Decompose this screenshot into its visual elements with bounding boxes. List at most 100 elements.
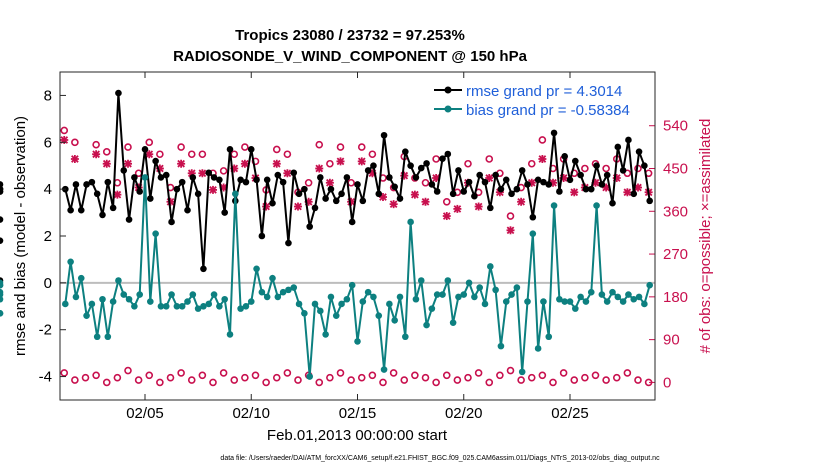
- bias-point: [173, 302, 181, 310]
- obs-possible-marker: [124, 143, 132, 151]
- bias-point: [487, 263, 494, 270]
- obs-possible-marker: [145, 138, 154, 147]
- bias-point: [189, 291, 197, 298]
- rmse-point: [332, 197, 340, 205]
- obs-assimilated-marker: [325, 178, 334, 187]
- chart-title-line1: Tropics 23080 / 23732 = 97.253%: [235, 27, 465, 44]
- rmse-point: [487, 204, 494, 212]
- rmse-point: [258, 232, 266, 240]
- obs-possible-marker: [177, 143, 185, 151]
- bias-point: [375, 312, 383, 319]
- bias-point: [62, 300, 69, 308]
- bias-point: [131, 302, 138, 310]
- bias-point: [513, 284, 521, 291]
- rmse-point: [556, 188, 563, 195]
- obs-possible-marker: [315, 378, 324, 387]
- rmse-point: [115, 89, 122, 97]
- rmse-point: [306, 223, 313, 230]
- bias-point: [614, 293, 622, 301]
- bias-point: [370, 293, 377, 301]
- obs-possible-marker: [272, 373, 281, 382]
- rmse-point: [449, 190, 457, 198]
- obs-assimilated-marker: [177, 159, 186, 168]
- rmse-point: [343, 174, 351, 181]
- obs-possible-marker: [272, 145, 281, 154]
- rmse-point: [178, 178, 186, 186]
- bias-point: [301, 310, 308, 317]
- rmse-point: [471, 192, 478, 200]
- obs-assimilated-marker: [538, 154, 547, 163]
- y-tick-label: -2: [39, 322, 52, 339]
- bias-point: [279, 288, 287, 296]
- bias-point: [306, 373, 313, 380]
- rmse-point: [518, 167, 526, 174]
- rmse-point: [194, 190, 202, 198]
- bias-point: [540, 298, 547, 305]
- rmse-point: [641, 162, 648, 170]
- rmse-point: [417, 164, 425, 172]
- rmse-point: [295, 190, 303, 198]
- bias-point: [492, 286, 499, 294]
- bias-point: [609, 288, 616, 296]
- bias-point: [508, 291, 515, 298]
- x-axis-label: Feb.01,2013 00:00:00 start: [267, 427, 448, 444]
- bias-point: [295, 300, 303, 308]
- rmse-point: [625, 136, 632, 144]
- rmse-point: [572, 157, 579, 165]
- bias-point: [317, 307, 324, 315]
- obs-possible-marker: [315, 140, 324, 149]
- obs-possible-marker: [71, 376, 79, 384]
- bias-point: [242, 302, 250, 310]
- rmse-point: [428, 181, 436, 188]
- rmse-point: [529, 213, 537, 221]
- rmse-point: [327, 185, 335, 193]
- rmse-point: [311, 204, 319, 212]
- rmse-point: [269, 199, 276, 207]
- rmse-point: [237, 176, 244, 184]
- bias-point: [444, 277, 452, 284]
- obs-possible-marker: [336, 143, 345, 151]
- obs-possible-marker: [411, 371, 419, 380]
- rmse-point: [0, 216, 4, 223]
- obs-possible-marker: [527, 159, 536, 168]
- obs-possible-marker: [219, 369, 228, 377]
- obs-assimilated-marker: [410, 190, 419, 199]
- obs-possible-marker: [527, 373, 536, 382]
- rmse-point: [566, 176, 574, 184]
- rmse-point: [465, 178, 473, 186]
- rmse-point: [93, 190, 101, 198]
- y-right-tick-label: 180: [663, 289, 688, 306]
- rmse-point: [396, 195, 404, 202]
- bias-point: [433, 291, 441, 298]
- rmse-point: [348, 218, 356, 226]
- rmse-point: [109, 204, 117, 212]
- obs-assimilated-marker: [570, 188, 579, 197]
- rmse-point: [593, 162, 600, 170]
- bias-point: [290, 284, 298, 291]
- bias-point: [109, 298, 117, 305]
- bias-point: [412, 295, 420, 303]
- bias-point: [0, 281, 4, 289]
- rmse-point: [550, 129, 558, 137]
- obs-possible-marker: [506, 212, 515, 220]
- rmse-point: [460, 188, 468, 195]
- bias-point: [577, 293, 584, 301]
- bias-point: [391, 317, 398, 324]
- obs-assimilated-marker: [421, 197, 430, 206]
- obs-possible-marker: [60, 126, 69, 135]
- obs-possible-marker: [326, 373, 334, 382]
- rmse-point: [513, 185, 521, 193]
- obs-assimilated-marker: [262, 202, 271, 211]
- rmse-point: [242, 178, 250, 186]
- bias-point: [226, 331, 234, 338]
- rmse-point: [391, 183, 398, 191]
- bias-point: [364, 288, 372, 296]
- rmse-point: [274, 171, 282, 179]
- obs-assimilated-marker: [92, 150, 101, 159]
- rmse-point: [614, 143, 622, 151]
- rmse-point: [285, 239, 292, 247]
- bias-point: [115, 277, 122, 284]
- bias-point: [603, 298, 611, 305]
- rmse-point: [301, 185, 308, 193]
- obs-possible-marker: [474, 369, 483, 377]
